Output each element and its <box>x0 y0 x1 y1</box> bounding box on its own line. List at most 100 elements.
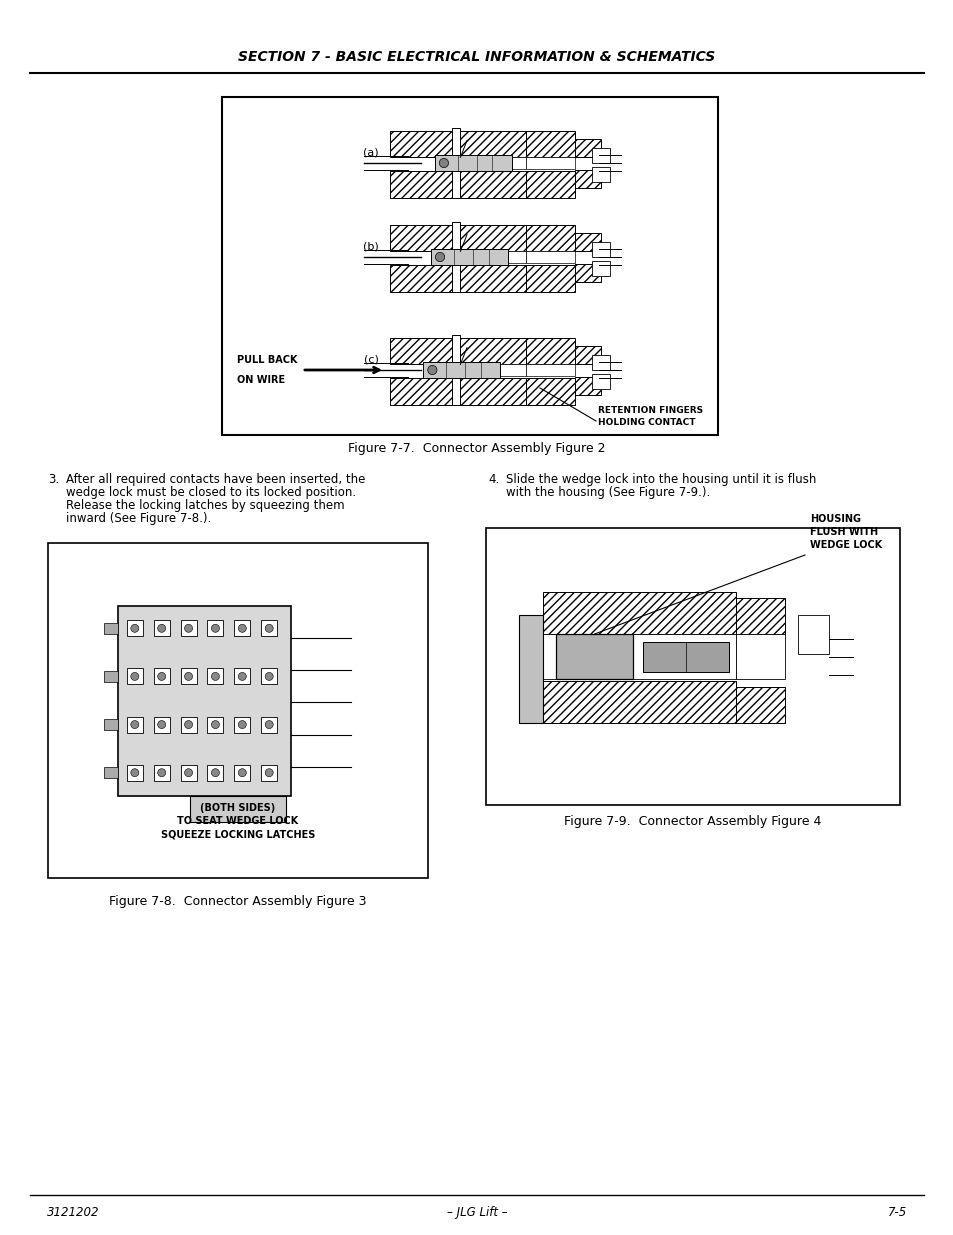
Text: After all required contacts have been inserted, the: After all required contacts have been in… <box>66 473 365 487</box>
Bar <box>460 157 526 169</box>
Bar <box>234 668 250 684</box>
Bar <box>180 764 196 781</box>
Circle shape <box>438 158 448 168</box>
Bar <box>127 764 143 781</box>
Text: Slide the wedge lock into the housing until it is flush: Slide the wedge lock into the housing un… <box>505 473 816 487</box>
Circle shape <box>184 720 193 729</box>
Bar <box>261 620 277 636</box>
Bar <box>390 225 451 252</box>
Bar <box>526 172 575 198</box>
Bar <box>592 167 609 182</box>
Bar <box>592 354 609 370</box>
Text: RETENTION FINGERS: RETENTION FINGERS <box>598 406 702 415</box>
Circle shape <box>184 768 193 777</box>
Circle shape <box>265 768 273 777</box>
Bar <box>153 668 170 684</box>
Text: 4.: 4. <box>488 473 498 487</box>
Text: inward (See Figure 7-8.).: inward (See Figure 7-8.). <box>66 513 211 525</box>
Bar <box>526 378 575 405</box>
Bar <box>460 252 526 263</box>
Text: WEDGE LOCK: WEDGE LOCK <box>809 540 882 550</box>
Bar <box>460 225 526 252</box>
Bar <box>460 266 526 291</box>
Circle shape <box>265 672 273 680</box>
Circle shape <box>157 625 166 632</box>
Bar <box>543 592 735 634</box>
Bar <box>180 668 196 684</box>
Circle shape <box>131 720 138 729</box>
Text: TO SEAT WEDGE LOCK: TO SEAT WEDGE LOCK <box>177 816 298 826</box>
Bar <box>460 172 526 198</box>
Bar <box>575 263 600 283</box>
Bar <box>104 671 118 682</box>
Bar <box>575 232 600 252</box>
Bar <box>261 668 277 684</box>
Bar <box>207 620 223 636</box>
Text: (a): (a) <box>363 147 378 158</box>
Circle shape <box>238 720 246 729</box>
Bar <box>592 261 609 275</box>
Bar <box>207 716 223 732</box>
Circle shape <box>212 720 219 729</box>
Bar <box>207 764 223 781</box>
Bar <box>435 156 511 170</box>
Text: – JLG Lift –: – JLG Lift – <box>446 1207 507 1219</box>
Circle shape <box>157 768 166 777</box>
Text: SECTION 7 - BASIC ELECTRICAL INFORMATION & SCHEMATICS: SECTION 7 - BASIC ELECTRICAL INFORMATION… <box>238 49 715 64</box>
Bar <box>518 615 543 722</box>
Bar <box>543 680 735 722</box>
Bar <box>118 605 291 795</box>
Circle shape <box>265 625 273 632</box>
Bar <box>234 716 250 732</box>
Bar <box>390 131 451 157</box>
Bar <box>234 764 250 781</box>
Bar <box>575 377 600 395</box>
Bar <box>153 716 170 732</box>
Bar <box>556 634 633 679</box>
Bar <box>592 373 609 389</box>
Text: 3.: 3. <box>48 473 59 487</box>
Bar <box>190 795 286 823</box>
Bar <box>431 249 507 264</box>
Bar <box>104 622 118 634</box>
Text: Release the locking latches by squeezing them: Release the locking latches by squeezing… <box>66 499 344 513</box>
Bar <box>423 362 499 378</box>
Bar <box>153 620 170 636</box>
Circle shape <box>427 366 436 374</box>
Text: SQUEEZE LOCKING LATCHES: SQUEEZE LOCKING LATCHES <box>161 829 314 839</box>
Circle shape <box>238 768 246 777</box>
Bar <box>735 598 784 634</box>
Circle shape <box>157 672 166 680</box>
Text: (BOTH SIDES): (BOTH SIDES) <box>200 803 275 813</box>
Circle shape <box>212 768 219 777</box>
Bar <box>735 687 784 722</box>
Circle shape <box>435 252 444 262</box>
Bar <box>261 716 277 732</box>
Bar <box>222 98 718 435</box>
Bar <box>451 222 460 291</box>
Bar <box>153 764 170 781</box>
Bar <box>390 378 451 405</box>
Circle shape <box>131 625 138 632</box>
Bar <box>104 767 118 778</box>
Bar <box>543 634 735 679</box>
Circle shape <box>238 625 246 632</box>
Text: (c): (c) <box>364 354 378 364</box>
Bar <box>207 668 223 684</box>
Bar <box>390 266 451 291</box>
Bar <box>390 172 451 198</box>
Text: 3121202: 3121202 <box>47 1207 99 1219</box>
Text: HOUSING: HOUSING <box>809 514 861 524</box>
Bar <box>526 131 575 157</box>
Bar <box>735 634 784 679</box>
Circle shape <box>131 768 138 777</box>
Circle shape <box>131 672 138 680</box>
Bar <box>127 716 143 732</box>
Bar <box>642 641 729 672</box>
Bar <box>485 529 899 805</box>
Bar <box>526 364 575 375</box>
Circle shape <box>238 672 246 680</box>
Circle shape <box>265 720 273 729</box>
Circle shape <box>212 625 219 632</box>
Bar <box>526 252 575 263</box>
